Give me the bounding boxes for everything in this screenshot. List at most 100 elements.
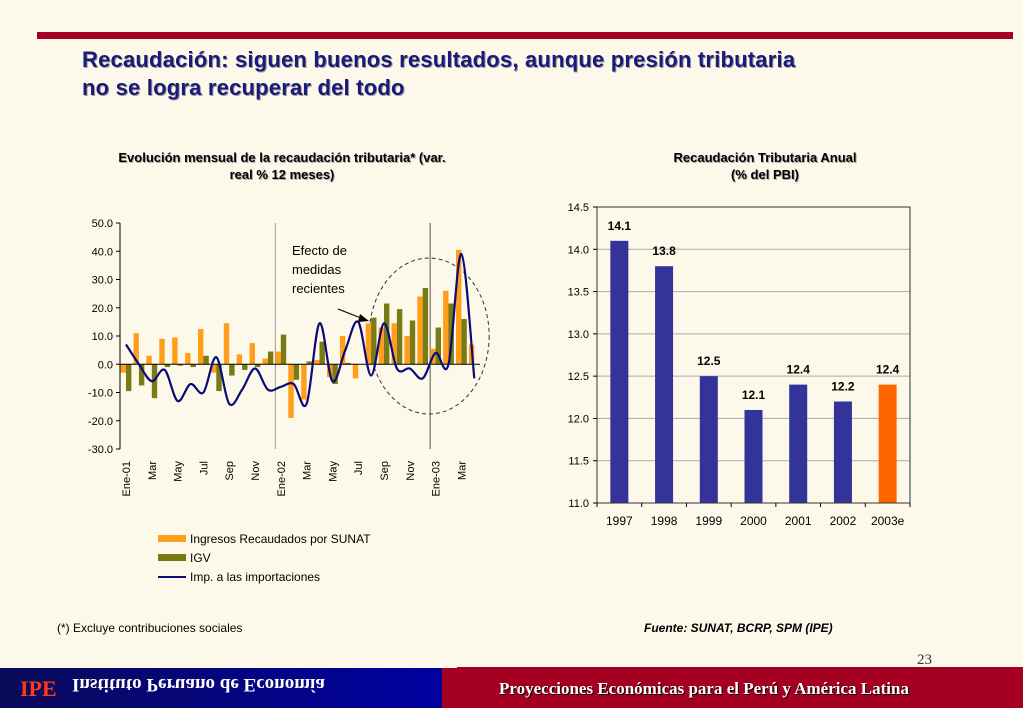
x-tick-label: Ene-02	[276, 461, 288, 496]
igv-bar	[435, 327, 441, 365]
annual-chart-title: Recaudación Tributaria Anual (% del PBI)	[600, 149, 930, 183]
sunat-bar	[223, 323, 230, 365]
sunat-bar	[301, 364, 307, 400]
igv-bar	[396, 309, 403, 365]
x-tick-label: Jul	[198, 461, 210, 475]
sunat-bar	[210, 364, 217, 373]
title-accent-bar	[37, 32, 1013, 39]
sunat-bar	[262, 358, 268, 365]
igv-bar	[242, 364, 248, 370]
legend-label-imports: Imp. a las importaciones	[190, 570, 320, 584]
x-tick-label: 1999	[695, 514, 722, 528]
annual-chart-title-line2: (% del PBI)	[731, 167, 799, 182]
imports-line	[125, 252, 476, 408]
footer-tagline-band: Proyecciones Económicas para el Perú y A…	[442, 668, 1023, 708]
institute-name: Instituto Peruano de Economía	[72, 674, 325, 695]
sunat-bar	[159, 338, 165, 365]
legend-label-sunat: Ingresos Recaudados por SUNAT	[190, 532, 371, 546]
x-tick-label: 2000	[740, 514, 767, 528]
igv-bar	[371, 317, 377, 365]
y-tick-label: -30.0	[88, 444, 113, 456]
sunat-bar	[172, 337, 178, 365]
x-tick-label: Nov	[250, 461, 262, 481]
annual-bar	[610, 240, 629, 504]
annual-bar-value-label: 12.2	[831, 380, 855, 394]
sunat-bar	[391, 323, 397, 365]
sunat-bar	[339, 336, 346, 365]
y-tick-label: -10.0	[88, 388, 113, 400]
monthly-chart-title: Evolución mensual de la recaudación trib…	[62, 149, 502, 183]
igv-bar	[332, 364, 338, 385]
sunat-bar	[378, 327, 384, 365]
x-tick-label: Mar	[456, 461, 468, 480]
annual-chart-title-line1: Recaudación Tributaria Anual	[673, 150, 857, 165]
x-tick-label: Mar	[147, 461, 159, 480]
y-tick-label: 30.0	[92, 275, 113, 287]
igv-bar	[229, 364, 235, 376]
y-tick-label: 12.5	[568, 371, 589, 383]
annotation-text: recientes	[292, 281, 345, 296]
igv-bar	[255, 364, 261, 368]
sunat-bar	[185, 352, 191, 365]
annual-bar	[878, 384, 897, 503]
igv-bar	[190, 364, 196, 368]
x-tick-label: Nov	[405, 461, 417, 481]
igv-bar	[138, 364, 145, 386]
y-tick-label: 10.0	[92, 331, 113, 343]
sunat-bar	[275, 351, 281, 365]
x-tick-label: May	[173, 461, 185, 482]
sunat-bar	[417, 296, 423, 365]
igv-bar	[177, 364, 183, 366]
plot-frame	[596, 206, 911, 504]
source-note: Fuente: SUNAT, BCRP, SPM (IPE)	[644, 621, 833, 635]
sunat-bar	[288, 364, 294, 418]
annual-bar	[744, 409, 763, 503]
annual-bar-value-label: 14.1	[608, 219, 632, 233]
annual-tax-chart: 14.5 14.0 13.5 13.0 12.5 12.0 11.5 11.0 1997 199…	[568, 202, 911, 528]
slide-title-line1: Recaudación: siguen buenos resultados, a…	[82, 47, 796, 72]
igv-bar	[267, 351, 274, 365]
x-tick-label: Sep	[224, 461, 236, 481]
annual-bar-value-label: 12.1	[742, 388, 766, 402]
monthly-chart-title-line1: Evolución mensual de la recaudación trib…	[118, 150, 446, 165]
y-tick-label: 0.0	[98, 359, 113, 371]
igv-bar	[319, 341, 325, 365]
y-tick-label: 11.0	[568, 498, 589, 510]
igv-bar	[293, 364, 300, 380]
igv-bar	[164, 364, 171, 368]
sunat-bar	[404, 336, 410, 365]
y-tick-label: 40.0	[92, 246, 113, 258]
igv-bar	[345, 362, 351, 365]
sunat-bar	[352, 364, 359, 379]
slide-title-line2: no se logra recuperar del todo	[82, 75, 405, 100]
x-tick-label: 1998	[651, 514, 678, 528]
y-tick-label: -20.0	[88, 416, 113, 428]
sunat-bar	[456, 249, 462, 365]
legend-label-igv: IGV	[190, 551, 211, 565]
annotation-arrowhead	[358, 314, 369, 322]
igv-bar	[306, 361, 312, 365]
footnote: (*) Excluye contribuciones sociales	[57, 621, 243, 635]
y-tick-label: 13.0	[568, 329, 589, 341]
annual-bar	[789, 384, 808, 503]
y-tick-label: 13.5	[568, 287, 589, 299]
y-tick-label: 12.0	[568, 413, 589, 425]
igv-bar	[422, 287, 429, 365]
annual-bar-value-label: 12.4	[876, 363, 900, 377]
annual-bar-value-label: 13.8	[652, 244, 676, 258]
x-tick-label: 2002	[830, 514, 857, 528]
annual-bar	[833, 401, 852, 503]
igv-bar	[126, 364, 132, 392]
x-tick-label: Ene-03	[431, 461, 443, 496]
x-tick-label: 2001	[785, 514, 812, 528]
igv-bar	[216, 364, 222, 392]
slide-title: Recaudación: siguen buenos resultados, a…	[82, 46, 1002, 102]
y-tick-label: 14.0	[568, 244, 589, 256]
x-tick-label: Ene-01	[121, 461, 133, 496]
igv-bar	[280, 334, 287, 365]
sunat-bar	[249, 343, 255, 365]
x-tick-label: Mar	[302, 461, 314, 480]
x-tick-label: 2003e	[871, 514, 905, 528]
annual-bar	[699, 376, 718, 503]
igv-bar	[461, 319, 467, 365]
